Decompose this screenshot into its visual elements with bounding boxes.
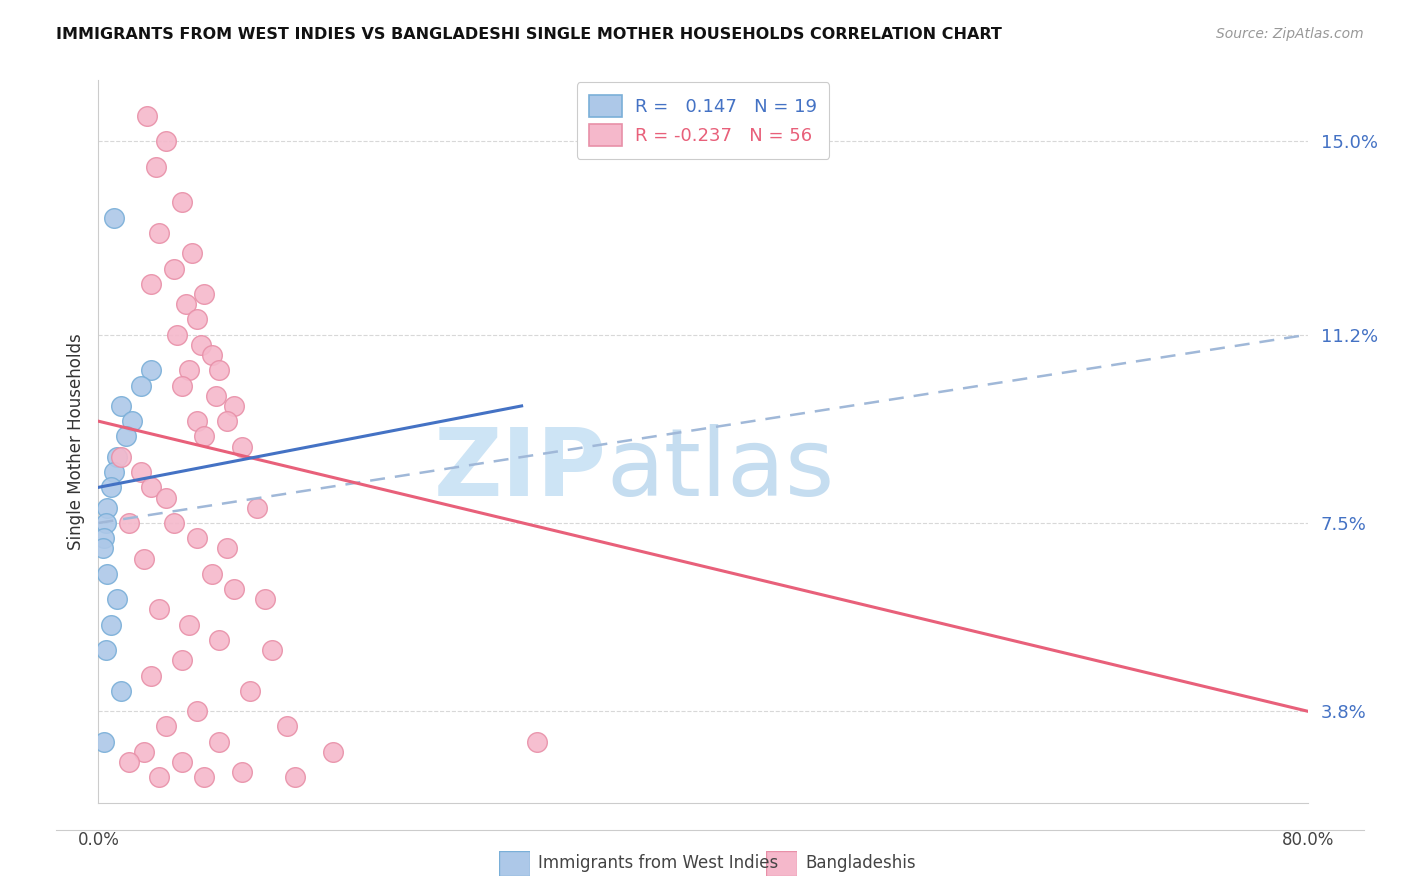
Point (110, 684, 132, 698)
Point (262, 643, 284, 657)
Point (129, 378, 152, 392)
Point (246, 500, 269, 515)
Point (193, 770, 215, 784)
Point (163, 261, 186, 276)
Point (105, 450, 128, 464)
Point (239, 684, 262, 698)
Point (186, 414, 208, 428)
Point (129, 465, 152, 479)
Text: Bangladeshis: Bangladeshis (806, 855, 917, 872)
Point (166, 327, 188, 342)
Point (231, 440, 253, 454)
Point (201, 566, 224, 581)
Text: Source: ZipAtlas.com: Source: ZipAtlas.com (1216, 27, 1364, 41)
Point (132, 745, 155, 759)
Point (208, 363, 231, 377)
Point (186, 312, 208, 326)
Point (322, 745, 344, 759)
Point (96, 500, 118, 515)
Point (179, 617, 201, 632)
Point (94, 643, 117, 657)
Point (170, 378, 193, 392)
Point (155, 491, 177, 505)
Point (253, 592, 276, 607)
Point (91, 541, 114, 556)
Point (100, 480, 122, 494)
Point (114, 429, 136, 443)
Point (118, 755, 141, 769)
Point (110, 399, 132, 413)
Point (284, 770, 307, 784)
Point (103, 211, 125, 225)
Point (215, 541, 238, 556)
Point (179, 363, 201, 377)
Point (170, 195, 193, 210)
Point (193, 429, 215, 443)
Point (121, 414, 143, 428)
Point (190, 338, 212, 352)
Point (93, 531, 115, 545)
Point (148, 770, 170, 784)
Y-axis label: Single Mother Households: Single Mother Households (66, 334, 84, 549)
Point (231, 765, 253, 780)
Text: Immigrants from West Indies: Immigrants from West Indies (538, 855, 779, 872)
Point (145, 160, 167, 174)
Point (170, 755, 193, 769)
Text: IMMIGRANTS FROM WEST INDIES VS BANGLADESHI SINGLE MOTHER HOUSEHOLDS CORRELATION : IMMIGRANTS FROM WEST INDIES VS BANGLADES… (56, 27, 1002, 42)
Point (181, 246, 204, 260)
Point (215, 414, 238, 428)
Point (96, 566, 118, 581)
Text: 80.0%: 80.0% (1281, 830, 1334, 849)
Point (526, 735, 548, 749)
Point (208, 735, 231, 749)
Point (135, 109, 157, 123)
Point (201, 348, 224, 362)
Legend: R =   0.147   N = 19, R = -0.237   N = 56: R = 0.147 N = 19, R = -0.237 N = 56 (576, 82, 830, 159)
Point (103, 465, 125, 479)
Point (174, 297, 197, 311)
Point (186, 704, 208, 718)
Point (208, 632, 231, 647)
Point (94, 516, 117, 530)
Point (170, 653, 193, 667)
Point (148, 226, 170, 240)
Text: ZIP: ZIP (433, 425, 606, 516)
Point (205, 389, 228, 403)
Point (100, 617, 122, 632)
Point (141, 480, 163, 494)
Point (155, 719, 177, 733)
Point (148, 602, 170, 616)
Point (141, 363, 163, 377)
Point (276, 719, 298, 733)
Point (93, 735, 115, 749)
Point (110, 450, 132, 464)
Text: atlas: atlas (606, 425, 835, 516)
Point (141, 668, 163, 682)
Point (186, 531, 208, 545)
Point (118, 516, 141, 530)
Point (193, 287, 215, 301)
Point (141, 277, 163, 291)
Point (132, 551, 155, 566)
Point (224, 399, 246, 413)
Point (155, 134, 177, 148)
Point (224, 582, 246, 596)
Point (105, 592, 128, 607)
Point (163, 516, 186, 530)
Text: 0.0%: 0.0% (77, 830, 120, 849)
